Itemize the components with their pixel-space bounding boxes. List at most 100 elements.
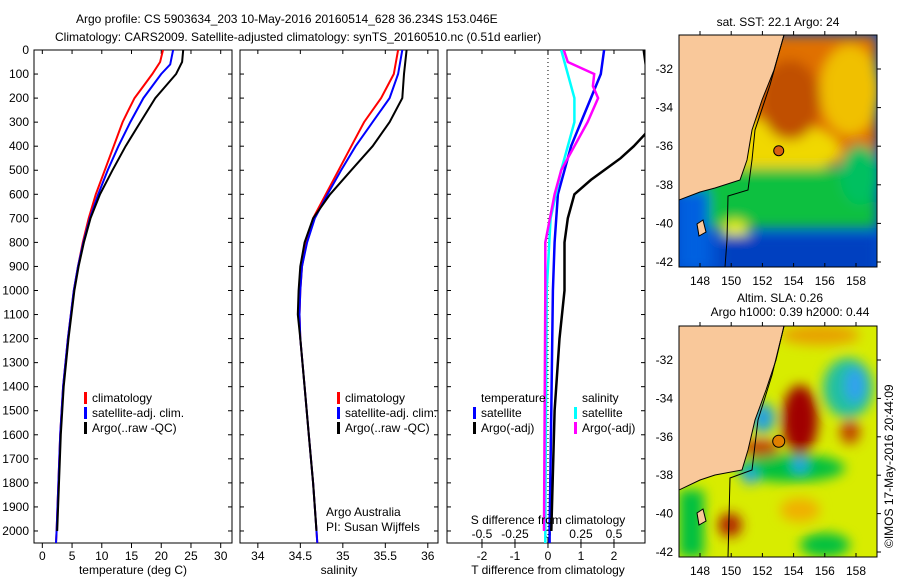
x-tick-label: 15 — [125, 549, 139, 563]
legend-swatch-argo — [337, 422, 340, 434]
s-x-tick-label: -0.25 — [501, 527, 529, 541]
lat-tick-label: -38 — [656, 468, 674, 482]
legend-header-salinity: salinity — [582, 391, 619, 405]
lat-tick-label: -40 — [656, 507, 674, 521]
salinity-panel: 34 34.5 35 35.5 36 — [239, 49, 439, 563]
legend-t-satellite: satellite — [481, 406, 522, 420]
x-tick-label: -2 — [477, 549, 488, 563]
x-tick-label: 2 — [611, 549, 618, 563]
y-tick-label: 1900 — [2, 500, 29, 514]
y-tick-label: 1600 — [2, 428, 29, 442]
x-tick-label: 34.5 — [289, 549, 313, 563]
x-tick-label: 30 — [214, 549, 228, 563]
s-x-tick-label: -0.5 — [472, 527, 493, 541]
sst-map-frame — [678, 34, 878, 268]
legend-swatch-t-satellite — [473, 407, 476, 419]
y-tick-label: 1700 — [2, 452, 29, 466]
t-diff-xlabel: T difference from climatology — [471, 563, 625, 577]
lon-tick-label: 156 — [815, 564, 835, 578]
y-tick-label: 800 — [9, 235, 29, 249]
lon-tick-label: 154 — [784, 274, 804, 288]
series-line-t-argo-adj- — [550, 50, 645, 532]
legend-swatch-t-argo — [473, 422, 476, 434]
series-group — [55, 50, 185, 543]
lat-tick-label: -32 — [656, 62, 674, 76]
legend-t-argo: Argo(-adj) — [481, 421, 534, 435]
x-tick-label: 0 — [39, 549, 46, 563]
lon-tick-label: 158 — [846, 564, 866, 578]
sst-map-title: sat. SST: 22.1 Argo: 24 — [717, 15, 840, 29]
lon-tick-label: 150 — [721, 564, 741, 578]
legend-climatology: climatology — [92, 391, 152, 405]
annotation-pi: PI: Susan Wijffels — [326, 520, 420, 534]
sst-map-ticks: 148 150 152 154 156 158 -32 -34 -36 -38 -40 -42 — [656, 31, 881, 288]
legend-header-temperature: temperature — [481, 391, 546, 405]
y-tick-label: 1300 — [2, 356, 29, 370]
lat-tick-label: -38 — [656, 178, 674, 192]
series-group — [296, 50, 408, 543]
y-tick-label: 600 — [9, 187, 29, 201]
lon-tick-label: 158 — [846, 274, 866, 288]
y-tick-label: 1200 — [2, 332, 29, 346]
series-line-climatology — [298, 50, 400, 543]
legend-swatch-satellite — [337, 407, 340, 419]
s-x-tick-label: 0.5 — [606, 527, 623, 541]
series-line-s-satellite — [544, 50, 576, 543]
x-tick-label: -1 — [510, 549, 521, 563]
lon-tick-label: 154 — [784, 564, 804, 578]
sla-map-title-2: Argo h1000: 0.39 h2000: 0.44 — [711, 305, 870, 319]
x-tick-label: 36 — [421, 549, 435, 563]
legend-argo: Argo(..raw -QC) — [345, 421, 430, 435]
legend-argo: Argo(..raw -QC) — [92, 421, 177, 435]
legend-satellite: satellite-adj. clim. — [92, 406, 184, 420]
series-line-t-satellite — [548, 50, 606, 543]
temperature-legend: climatology satellite-adj. clim. Argo(..… — [84, 391, 184, 435]
legend-swatch-satellite — [84, 407, 87, 419]
argo-position-marker — [772, 434, 786, 448]
salinity-xlabel: salinity — [321, 563, 358, 577]
lon-tick-label: 156 — [815, 274, 835, 288]
sst-map — [679, 35, 877, 267]
temperature-xlabel: temperature (deg C) — [79, 563, 187, 577]
legend-swatch-s-satellite — [574, 407, 577, 419]
y-tick-label: 1100 — [3, 308, 29, 322]
lon-tick-label: 152 — [752, 564, 772, 578]
sla-map-ticks: 148 150 152 154 156 158 -32 -34 -36 -38 -40 -42 — [656, 322, 881, 578]
salinity-legend: climatology satellite-adj. clim. Argo(..… — [326, 391, 437, 534]
lat-tick-label: -34 — [656, 101, 674, 115]
y-tick-label: 400 — [9, 139, 29, 153]
s-diff-xlabel: S difference from climatology — [471, 513, 626, 527]
legend-swatch-argo — [84, 422, 87, 434]
series-line-argo-raw-qc- — [56, 50, 185, 532]
lon-tick-label: 148 — [690, 274, 710, 288]
lon-tick-label: 148 — [690, 564, 710, 578]
legend-swatch-climatology — [84, 392, 87, 404]
y-tick-label: 300 — [9, 115, 29, 129]
lat-tick-label: -42 — [656, 255, 674, 269]
difference-legend: temperature salinity satellite Argo(-adj… — [473, 391, 635, 435]
legend-swatch-climatology — [337, 392, 340, 404]
y-tick-label: 1000 — [2, 283, 29, 297]
legend-swatch-s-argo — [574, 422, 577, 434]
series-group — [542, 50, 645, 543]
legend-satellite: satellite-adj. clim. — [345, 406, 437, 420]
lon-tick-label: 150 — [721, 274, 741, 288]
lat-tick-label: -36 — [656, 139, 674, 153]
annotation-argo-australia: Argo Australia — [326, 505, 401, 519]
lat-tick-label: -40 — [656, 216, 674, 230]
title-line-1: Argo profile: CS 5903634_203 10-May-2016… — [76, 12, 498, 26]
y-tick-label: 200 — [9, 91, 29, 105]
lon-tick-label: 152 — [752, 274, 772, 288]
sla-map-frame — [678, 325, 878, 558]
temperature-panel: 0100200300400500600700800900100011001200… — [2, 43, 233, 563]
y-tick-label: 500 — [9, 163, 29, 177]
y-tick-label: 1500 — [2, 404, 29, 418]
plot-frame — [33, 49, 233, 544]
y-tick-label: 1400 — [2, 380, 29, 394]
argo-position-marker — [773, 145, 785, 157]
x-tick-label: 35.5 — [374, 549, 398, 563]
legend-climatology: climatology — [345, 391, 405, 405]
lat-tick-label: -36 — [656, 430, 674, 444]
